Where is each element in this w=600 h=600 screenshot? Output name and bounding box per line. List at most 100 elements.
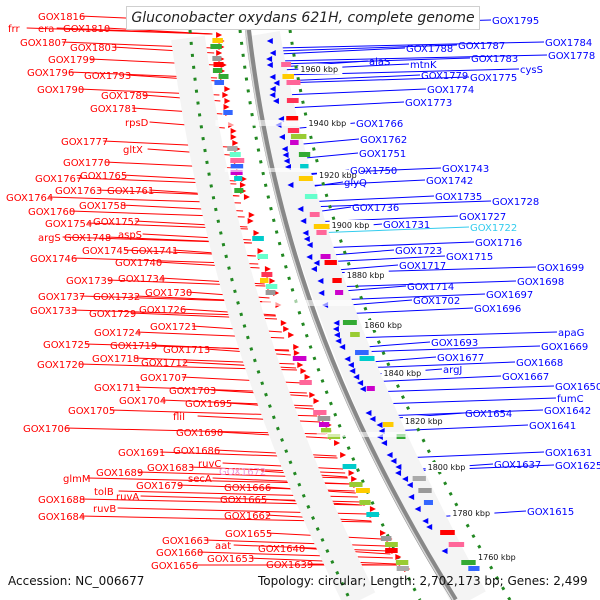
left-gene-label: GOX1781 [90,104,137,115]
forward-gene [348,470,355,476]
ruler-label: 1840 kbp [383,369,421,378]
left-gene-label: GOX1639 [266,560,313,571]
reverse-gene [302,230,309,236]
reverse-gene [272,98,279,104]
feature-block [309,212,320,217]
right-gene-label: GOX1693 [431,338,478,349]
reverse-gene [313,260,320,266]
left-gene-label: frr [8,24,20,35]
reverse-gene [422,518,429,524]
left-gene-label: GOX1739 [66,276,113,287]
feature-block [300,164,309,169]
feature-block [257,254,269,259]
reverse-gene [303,236,310,242]
feature-block [318,422,330,427]
left-gene-label: GOX1690 [176,428,223,439]
ruler-label: 1900 kbp [332,221,370,230]
reverse-gene [386,452,393,458]
forward-gene [216,50,223,56]
feature-block [210,44,222,49]
genome-summary-text: Topology: circular; Length: 2,702,173 bp… [258,574,588,588]
left-gene-label: GOX1712 [141,358,188,369]
feature-block [320,254,331,259]
left-gene-label: GOX1719 [110,341,157,352]
forward-gene [257,248,264,254]
feature-block [234,188,244,193]
feature-block [324,260,337,265]
left-gene-label: GOX1761 [107,186,154,197]
left-gene-label: GOX1737 [38,292,85,303]
reverse-gene [339,344,346,350]
left-gene-label: GOX1807 [20,38,67,49]
forward-gene [288,332,295,338]
reverse-gene [306,254,313,260]
right-gene-label: GOX1727 [459,212,506,223]
right-gene-label: GOX1667 [502,372,549,383]
feature-block [290,140,299,145]
left-gene-label: GOX1656 [151,561,198,572]
reverse-gene [318,290,325,296]
left-gene-label: GOX1796 [27,68,74,79]
ruler-label-bg [329,220,374,230]
left-gene-label: GOX1691 [118,448,165,459]
reverse-gene [406,482,413,488]
forward-gene [309,392,316,398]
left-gene-label: GOX1754 [45,219,92,230]
feature-block [332,278,342,283]
right-gene-label: GOX1731 [383,220,430,231]
feature-block [299,380,312,385]
ruler-label: 1920 kbp [319,171,357,180]
left-gene-label: GOX1816 [38,12,85,23]
ruler-label-bg [362,320,407,330]
right-gene-label: apaG [558,328,584,339]
gene-band-left [171,35,376,600]
right-gene-label: GOX1642 [544,406,591,417]
right-gene-label: GOX1773 [405,98,452,109]
left-gene-label: GOX1730 [145,288,192,299]
reverse-gene [381,440,388,446]
feature-block [313,224,330,229]
right-connector-line [339,307,474,315]
ruler-label-bg [381,368,426,378]
feature-block [349,482,363,487]
left-gene-label: GOX1663 [162,536,209,547]
feature-block [212,68,223,73]
feature-block [230,170,243,175]
left-gene-label: GOX1703 [169,386,216,397]
left-gene-label: GOX1660 [156,548,203,559]
gene-band-right [244,31,486,600]
left-gene-label: GOX1688 [38,495,85,506]
feature-block [252,236,264,241]
forward-gene [232,140,239,146]
feature-block [287,128,300,133]
left-gene-label: tolB [94,487,114,498]
gene-features [210,32,480,572]
feature-block [342,464,357,469]
left-gene-label: GOX1758 [79,201,126,212]
right-connector-line [353,345,541,353]
reverse-gene [269,86,276,92]
left-gene-label: GOX1729 [89,309,136,320]
right-connector-line [279,54,548,62]
feature-block [313,410,327,415]
forward-gene [280,320,287,326]
reverse-gene [332,326,339,332]
feature-block [448,542,465,547]
left-gene-label: GOX1741 [131,246,178,257]
reverse-gene [266,62,273,68]
reverse-gene [347,362,354,368]
right-gene-label: GOX1641 [529,421,576,432]
left-connector-line [212,477,351,485]
reverse-gene [300,218,307,224]
feature-block [359,356,375,361]
forward-gene [239,182,246,188]
reverse-gene [287,182,294,188]
right-gene-label: GOX1717 [399,261,446,272]
right-connector-line [375,397,557,405]
left-gene-label: GOX1655 [225,529,272,540]
right-gene-label: cysS [520,65,543,76]
left-gene-label: glmM [63,474,91,485]
right-connector-line [401,451,545,459]
